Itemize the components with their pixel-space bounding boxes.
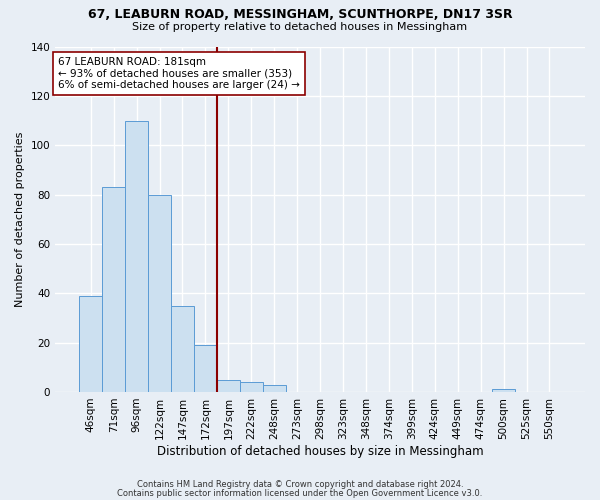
Bar [125, 120, 148, 392]
Text: 67, LEABURN ROAD, MESSINGHAM, SCUNTHORPE, DN17 3SR: 67, LEABURN ROAD, MESSINGHAM, SCUNTHORPE… [88, 8, 512, 20]
Text: 67 LEABURN ROAD: 181sqm
← 93% of detached houses are smaller (353)
6% of semi-de: 67 LEABURN ROAD: 181sqm ← 93% of detache… [58, 57, 299, 90]
Bar [217, 380, 240, 392]
Text: Contains HM Land Registry data © Crown copyright and database right 2024.: Contains HM Land Registry data © Crown c… [137, 480, 463, 489]
X-axis label: Distribution of detached houses by size in Messingham: Distribution of detached houses by size … [157, 444, 484, 458]
Text: Contains public sector information licensed under the Open Government Licence v3: Contains public sector information licen… [118, 488, 482, 498]
Bar [148, 194, 171, 392]
Bar [194, 345, 217, 392]
Bar [79, 296, 102, 392]
Text: Size of property relative to detached houses in Messingham: Size of property relative to detached ho… [133, 22, 467, 32]
Bar [492, 390, 515, 392]
Y-axis label: Number of detached properties: Number of detached properties [15, 132, 25, 307]
Bar [240, 382, 263, 392]
Bar [102, 187, 125, 392]
Bar [263, 384, 286, 392]
Bar [171, 306, 194, 392]
